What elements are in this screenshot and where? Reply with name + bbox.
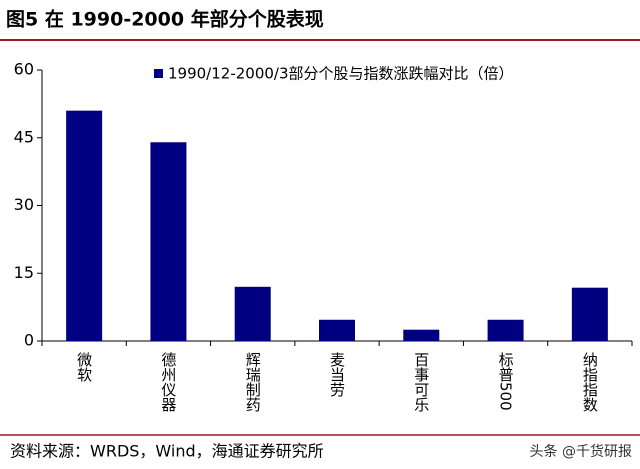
bar	[150, 142, 187, 341]
bar	[319, 319, 355, 341]
y-tick-label: 30	[14, 195, 34, 214]
watermark: 头条 @千货研报	[530, 443, 632, 460]
x-tick-label: 德州仪器	[159, 351, 177, 412]
y-tick-label: 15	[14, 263, 34, 282]
x-tick-label: 百事可乐	[412, 352, 430, 412]
x-tick-label: 纳指指数	[581, 352, 599, 412]
y-tick-label: 45	[14, 127, 34, 146]
x-tick-label: 麦当劳	[328, 352, 346, 398]
x-tick-label: 微软	[75, 352, 93, 382]
bar	[487, 319, 524, 341]
bar	[571, 287, 608, 341]
x-tick-label: 标普500	[497, 352, 515, 411]
legend-swatch	[154, 69, 163, 78]
bar	[234, 286, 271, 341]
chart-title: 图5 在 1990-2000 年部分个股表现	[6, 8, 324, 31]
bar	[66, 110, 103, 342]
source-note: 资料来源：WRDS，Wind，海通证券研究所	[10, 442, 324, 461]
legend-label: 1990/12-2000/3部分个股与指数涨跌幅对比（倍）	[168, 65, 514, 83]
y-tick-label: 0	[24, 331, 34, 350]
x-tick-label: 辉瑞制药	[244, 352, 262, 413]
y-tick-label: 60	[14, 60, 34, 79]
bar	[403, 329, 440, 341]
